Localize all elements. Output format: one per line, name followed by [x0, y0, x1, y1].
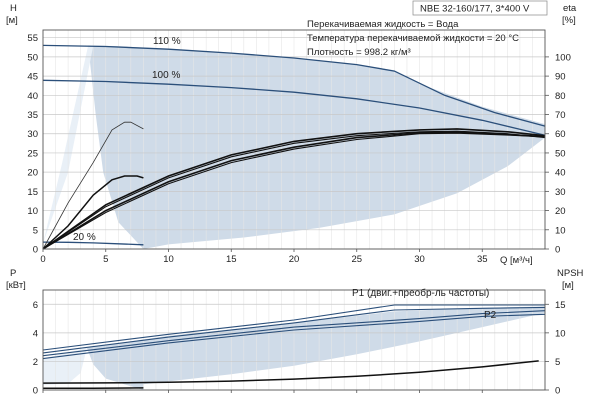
head-chart-curves — [42, 44, 546, 250]
efficiency-curve-5 — [42, 175, 144, 250]
head-chart-tick-right: 100 — [555, 52, 571, 63]
x-axis-label-q: Q [м³/ч] — [500, 255, 533, 266]
curve-label-p2: P2 — [484, 310, 497, 321]
curve-label-100: 100 % — [152, 70, 180, 81]
head-chart-tick-right: 70 — [555, 110, 566, 121]
head-chart-tick-x: 25 — [351, 254, 362, 265]
y-axis-label-power: P — [10, 268, 16, 279]
head-chart-tick-x: 20 — [289, 254, 300, 265]
power-chart-axes: 0 2 4 6 0 5 10 15 — [33, 289, 566, 397]
power-chart-tick-left: 4 — [33, 328, 38, 339]
y-axis-unit-npsh: [м] — [562, 280, 574, 291]
title-box: NBE 32-160/177, 3*400 V — [412, 0, 548, 16]
head-chart-tick-left: 50 — [27, 52, 38, 63]
y-axis-label-eta: eta — [563, 3, 577, 14]
head-chart-tick-left: 40 — [27, 91, 38, 102]
head-curve-1 — [42, 79, 546, 136]
head-chart-tick-left: 5 — [33, 225, 38, 236]
head-chart-tick-left: 15 — [27, 187, 38, 198]
head-chart-axes: 0510152025303540455055010203040506070809… — [27, 29, 571, 265]
efficiency-curve-0 — [42, 128, 546, 250]
y-axis-unit-power: [кВт] — [6, 280, 26, 291]
head-chart-tick-left: 0 — [33, 245, 38, 256]
head-chart-tick-left: 10 — [27, 206, 38, 217]
head-chart-tick-right: 10 — [555, 225, 566, 236]
head-chart-tick-left: 30 — [27, 129, 38, 140]
y-axis-unit-head: [м] — [6, 15, 18, 26]
head-chart-tick-left: 20 — [27, 168, 38, 179]
chart-title: NBE 32-160/177, 3*400 V — [420, 4, 530, 15]
head-chart-tick-right: 60 — [555, 129, 566, 140]
power-chart-tick-right: 10 — [555, 328, 566, 339]
info-line-temperature: Температура перекачиваемой жидкости = 20… — [307, 33, 519, 44]
npsh-curve — [42, 360, 539, 384]
head-chart-tick-left: 25 — [27, 148, 38, 159]
head-chart-tick-x: 15 — [226, 254, 237, 265]
power-curve-3 — [42, 313, 546, 360]
head-chart-tick-right: 50 — [555, 148, 566, 159]
efficiency-curve-2 — [42, 131, 546, 250]
efficiency-curve-4 — [42, 121, 144, 250]
head-chart-tick-right: 80 — [555, 91, 566, 102]
info-line-liquid: Перекачиваемая жидкость = Вода — [307, 19, 459, 30]
power-chart-operating-area — [86, 306, 546, 390]
head-chart-tick-left: 55 — [27, 33, 38, 44]
power-curve-1 — [42, 306, 546, 354]
info-line-density: Плотность = 998.2 кг/м³ — [307, 47, 411, 58]
power-chart-tick-left: 2 — [33, 357, 38, 368]
y-axis-label-head: H — [10, 3, 17, 14]
curve-label-p1: P1 (двиг.+преобр-ль частоты) — [352, 287, 489, 299]
head-chart-tick-left: 45 — [27, 72, 38, 83]
head-chart-tick-right: 20 — [555, 206, 566, 217]
head-curve-0 — [42, 44, 546, 127]
power-chart-tick-right: 5 — [555, 357, 560, 368]
head-chart-tick-right: 30 — [555, 187, 566, 198]
power-chart-tick-right: 0 — [555, 386, 560, 397]
head-chart-frame — [42, 29, 546, 250]
curve-label-110: 110 % — [153, 36, 181, 47]
efficiency-curve-1 — [42, 130, 546, 250]
efficiency-curve-3 — [42, 132, 546, 250]
power-curve-0 — [42, 304, 545, 351]
head-chart-tick-right: 0 — [555, 245, 560, 256]
power-chart-tick-right: 15 — [555, 300, 566, 311]
power-curve-2 — [42, 310, 546, 357]
head-curve-2 — [42, 241, 144, 246]
head-chart-tick-x: 35 — [477, 254, 488, 265]
head-chart-tick-x: 0 — [40, 254, 45, 265]
head-chart-grid — [42, 30, 546, 250]
head-chart-tick-x: 5 — [103, 254, 108, 265]
power-chart-frame — [42, 289, 546, 391]
power-chart-tick-left: 0 — [33, 386, 38, 397]
curve-label-20: 20 % — [73, 232, 96, 243]
head-chart-tick-right: 90 — [555, 72, 566, 83]
head-chart-tick-left: 35 — [27, 110, 38, 121]
power-chart-curves — [42, 304, 546, 390]
y-axis-unit-eta: [%] — [562, 15, 576, 26]
head-chart-tick-x: 10 — [163, 254, 174, 265]
power-chart-tick-left: 6 — [33, 300, 38, 311]
y-axis-label-npsh: NPSH — [557, 268, 584, 279]
head-chart-tick-x: 30 — [414, 254, 425, 265]
head-chart-operating-area — [88, 45, 545, 250]
head-chart-tick-right: 40 — [555, 168, 566, 179]
